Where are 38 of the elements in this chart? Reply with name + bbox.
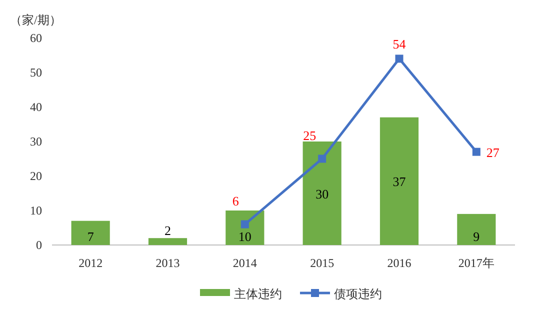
bar (226, 210, 264, 245)
x-tick-label: 2015 (310, 256, 334, 270)
x-tick-label: 2017年 (458, 256, 494, 270)
data-label: 27 (486, 144, 500, 160)
y-tick-label: 60 (30, 31, 42, 45)
x-tick-label: 2016 (387, 256, 412, 270)
bar (380, 117, 419, 245)
data-label: 7 (87, 229, 94, 244)
data-label: 25 (303, 128, 316, 143)
point (395, 54, 404, 63)
data-label: 54 (392, 36, 406, 52)
legend-债项违约: 债项违约 (300, 287, 382, 301)
y-axis-title: （家/期） (10, 13, 62, 27)
data-label: 9 (473, 229, 480, 244)
y-tick-label: 10 (30, 204, 42, 218)
y-tick-label: 50 (30, 66, 42, 80)
data-label: 2 (164, 223, 171, 238)
legend-主体违约: 主体违约 (200, 287, 282, 301)
bar (302, 142, 342, 245)
bar (457, 214, 496, 245)
data-label: 6 (232, 193, 240, 208)
y-tick-label: 20 (30, 169, 42, 183)
y-tick-label: 30 (30, 134, 42, 148)
data-label: 10 (238, 229, 252, 244)
data-label: 37 (392, 174, 406, 190)
legend-label: 主体违约 (234, 287, 282, 301)
x-tick-label: 2014 (232, 256, 257, 270)
y-tick-label: 0 (36, 238, 42, 252)
y-tick-label: 40 (30, 100, 42, 114)
data-label: 30 (316, 186, 329, 202)
point (240, 220, 249, 228)
point (472, 148, 480, 156)
x-tick-label: 2013 (156, 256, 180, 270)
legend-label: 债项违约 (334, 287, 382, 301)
bar (148, 238, 188, 245)
x-tick-label: 2012 (78, 256, 103, 270)
point (318, 154, 326, 163)
bar (71, 220, 110, 245)
